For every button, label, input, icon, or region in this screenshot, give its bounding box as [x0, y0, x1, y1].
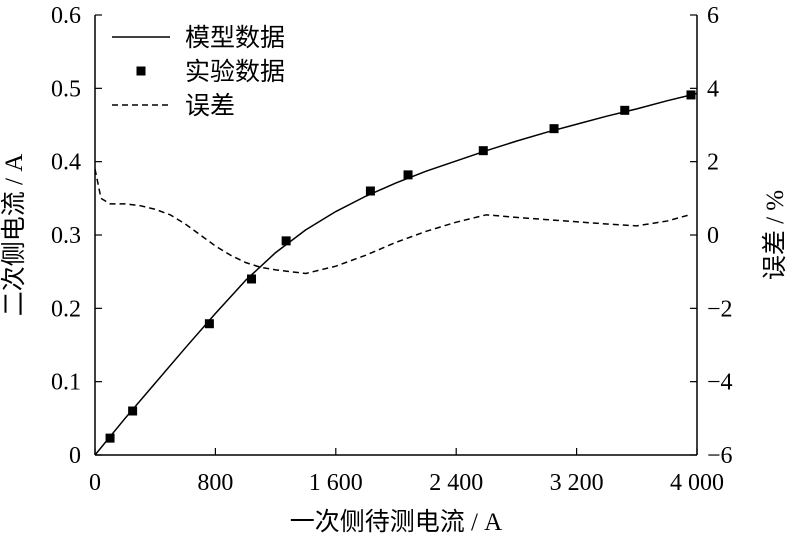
y-left-tick-label: 0.6	[51, 3, 81, 29]
data-point	[128, 406, 138, 416]
y-left-tick-label: 0.2	[51, 296, 81, 322]
x-tick-label: 800	[197, 470, 233, 496]
series-layer	[94, 90, 698, 456]
y-right-tick-label: 0	[707, 223, 719, 249]
y-right-tick-label: 6	[707, 3, 719, 29]
ticks-layer: 0 800 1 600 2 400 3 200 4 000 0 0.1 0.2 0.3 0.4 0.5…	[51, 3, 733, 496]
x-tick-label: 4 000	[670, 470, 724, 496]
y-right-tick-label: 4	[707, 76, 719, 102]
data-point	[478, 146, 488, 156]
y-right-tick-label: −2	[707, 296, 733, 322]
error-series-line	[94, 168, 690, 275]
data-point	[365, 186, 375, 196]
x-tick-label: 2 400	[429, 470, 483, 496]
model-series-line	[94, 92, 698, 456]
data-point	[403, 170, 413, 180]
y-right-tick-label: −4	[707, 370, 733, 396]
x-axis-label: 一次侧待测电流 / A	[290, 508, 503, 536]
y-right-tick-label: 2	[707, 150, 719, 176]
y-left-axis-label: 二次侧电流 / A	[0, 154, 28, 317]
y-right-axis-label: 误差 / %	[761, 190, 789, 280]
data-point	[620, 105, 630, 115]
data-point	[686, 90, 696, 100]
legend-marker	[136, 66, 146, 76]
y-left-tick-label: 0.1	[51, 370, 81, 396]
x-tick-label: 0	[89, 470, 101, 496]
data-point	[281, 236, 291, 246]
legend-label: 误差	[185, 92, 235, 120]
y-left-tick-label: 0	[69, 443, 81, 469]
data-point	[204, 319, 214, 329]
data-point	[105, 433, 115, 443]
y-left-tick-label: 0.3	[51, 223, 81, 249]
legend-label: 实验数据	[185, 58, 285, 86]
y-right-tick-label: −6	[707, 443, 733, 469]
data-point	[549, 124, 559, 134]
x-tick-label: 3 200	[550, 470, 604, 496]
legend-label: 模型数据	[185, 24, 285, 52]
x-tick-label: 1 600	[309, 470, 363, 496]
y-left-tick-label: 0.5	[51, 76, 81, 102]
data-point	[247, 274, 257, 284]
y-left-tick-label: 0.4	[51, 150, 81, 176]
